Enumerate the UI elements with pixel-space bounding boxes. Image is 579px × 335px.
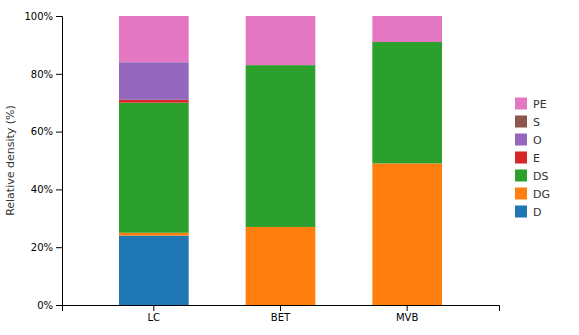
- bar: [119, 62, 189, 100]
- tick-label: 40%: [31, 184, 53, 195]
- bar-series: [119, 16, 442, 65]
- tick-label: LC: [148, 312, 161, 323]
- legend-label: E: [533, 152, 540, 165]
- legend-label: DS: [533, 170, 548, 183]
- tick-mark: [56, 189, 62, 190]
- y-tick: 20%: [31, 242, 62, 253]
- legend-item: D: [515, 206, 541, 219]
- tick-mark: [56, 16, 62, 17]
- bar: [119, 103, 189, 233]
- legend-item: DS: [515, 170, 548, 183]
- legend-label: O: [533, 134, 542, 147]
- bar-series: [119, 236, 189, 305]
- legend-swatch: [515, 206, 527, 218]
- y-tick: 60%: [31, 126, 62, 137]
- legend-swatch: [515, 188, 527, 200]
- bar: [119, 233, 189, 236]
- bar: [372, 163, 442, 305]
- tick-mark: [56, 247, 62, 248]
- legend-label: S: [533, 116, 540, 129]
- tick-label: 80%: [31, 69, 53, 80]
- tick-mark: [56, 305, 62, 306]
- y-tick: 80%: [31, 69, 62, 80]
- y-tick: 100%: [24, 11, 62, 22]
- bar: [119, 100, 189, 103]
- tick-mark: [407, 305, 408, 311]
- bar: [119, 16, 189, 62]
- x-tick: BET: [271, 305, 291, 323]
- legend-swatch: [515, 116, 527, 128]
- bar: [372, 16, 442, 42]
- legend-item: DG: [515, 188, 550, 201]
- bar: [119, 236, 189, 305]
- legend-item: S: [515, 116, 540, 129]
- bar-series: [119, 100, 189, 103]
- plot: 0% 20% 40% 60% 80% 100% LC BET MVB Relative densi…: [4, 11, 500, 323]
- legend-label: PE: [533, 98, 547, 111]
- bar: [372, 42, 442, 163]
- tick-label: 0%: [37, 300, 53, 311]
- legend-label: D: [533, 206, 541, 219]
- bar-series: [119, 62, 189, 100]
- bar-series: [119, 42, 442, 233]
- tick-mark: [280, 305, 281, 311]
- tick-label: 60%: [31, 126, 53, 137]
- legend-item: PE: [515, 98, 547, 111]
- y-axis: 0% 20% 40% 60% 80% 100%: [24, 11, 62, 311]
- legend-swatch: [515, 98, 527, 110]
- tick-mark: [153, 305, 154, 311]
- y-tick: 40%: [31, 184, 62, 195]
- x-tick: MVB: [396, 305, 418, 323]
- x-axis: LC BET MVB: [63, 305, 500, 323]
- legend-label: DG: [533, 188, 550, 201]
- legend-swatch: [515, 134, 527, 146]
- tick-mark: [56, 132, 62, 133]
- legend: PE SOE DS DG D: [515, 98, 550, 219]
- bars: [119, 16, 442, 305]
- bar: [246, 16, 316, 65]
- bar: [246, 227, 316, 305]
- tick-label: BET: [271, 312, 291, 323]
- legend-swatch: [515, 170, 527, 182]
- y-tick: 0%: [37, 300, 62, 311]
- axis-line: [63, 306, 500, 312]
- bar: [246, 65, 316, 227]
- legend-item: O: [515, 134, 542, 147]
- tick-label: 100%: [24, 11, 53, 22]
- tick-label: MVB: [396, 312, 418, 323]
- tick-mark: [56, 74, 62, 75]
- legend-item: E: [515, 152, 540, 165]
- tick-label: 20%: [31, 242, 53, 253]
- legend-swatch: [515, 152, 527, 164]
- x-tick: LC: [148, 305, 161, 323]
- axis-line: [56, 17, 63, 306]
- chart: 0% 20% 40% 60% 80% 100% LC BET MVB Relative densi…: [0, 0, 579, 335]
- y-axis-title: Relative density (%): [4, 105, 17, 216]
